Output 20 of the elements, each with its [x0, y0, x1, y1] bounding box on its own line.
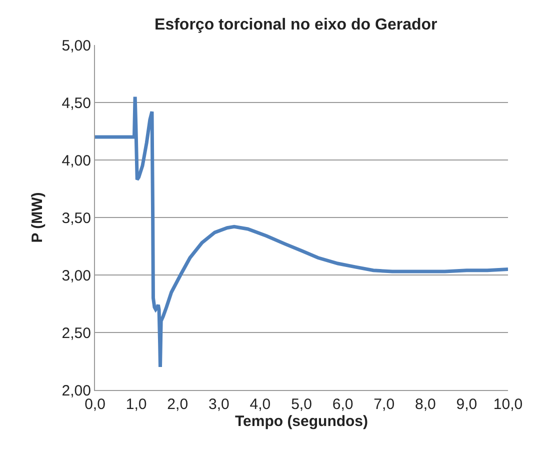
y-tick-label: 5,00: [62, 37, 91, 54]
x-tick-label: 9,0: [456, 396, 478, 413]
x-tick-label: 3,0: [208, 396, 230, 413]
x-axis-title: Tempo (segundos): [234, 413, 368, 430]
x-tick-label: 10,0: [493, 396, 523, 413]
y-tick-label: 3,00: [62, 267, 91, 284]
x-tick-label: 4,0: [250, 396, 271, 413]
y-tick-label: 3,50: [62, 210, 91, 227]
y-tick-label: 4,50: [62, 94, 91, 112]
x-tick-label: 1,0: [126, 396, 147, 413]
x-tick-label: 5,0: [291, 396, 312, 413]
y-tick-label: 4,00: [62, 152, 91, 170]
x-tick-label: 6,0: [332, 396, 354, 413]
x-tick-label: 8,0: [414, 396, 436, 413]
x-tick-label: 7,0: [374, 396, 395, 413]
chart-title: Esforço torcional no eixo do Gerador: [154, 16, 438, 34]
line-series: [95, 95, 508, 369]
y-axis-title: P (MW): [29, 192, 46, 243]
y-tick-label: 2,50: [62, 324, 91, 342]
x-tick-label: 2,0: [167, 396, 188, 413]
